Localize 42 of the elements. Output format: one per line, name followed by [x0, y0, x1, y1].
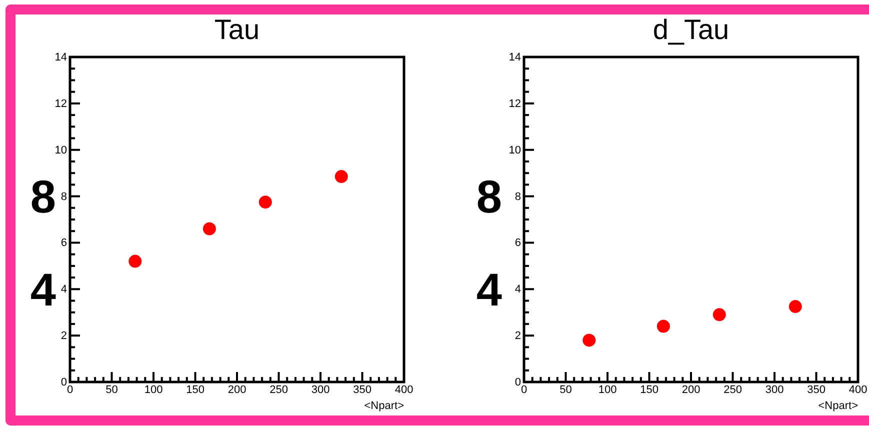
x-tick-label: 300: [311, 384, 330, 396]
point: [656, 320, 670, 333]
point: [788, 300, 802, 314]
y-tick-label: 4: [514, 284, 521, 296]
y-tick-label: 2: [514, 330, 521, 342]
x-tick-label: 250: [724, 384, 742, 396]
y-tick-label: 14: [508, 52, 521, 64]
y-tick-label: 2: [60, 330, 67, 342]
y-tick-label: 8: [60, 190, 67, 203]
x-tick-label: 50: [106, 384, 118, 396]
x-tick-label: 50: [560, 384, 572, 396]
x-tick-label: 100: [144, 384, 163, 396]
chart-title: Tau: [214, 14, 260, 45]
y-tick-label: 8: [514, 190, 521, 203]
x-axis-title: <Npart>: [818, 400, 858, 412]
x-tick-label: 350: [353, 384, 372, 396]
x-tick-label: 200: [228, 384, 246, 396]
x-tick-label: 150: [186, 384, 204, 396]
x-tick-label: 300: [765, 384, 784, 396]
x-tick-label: 200: [682, 384, 700, 396]
y-tick-label: 14: [54, 52, 67, 64]
point: [582, 334, 596, 347]
y-tick-label: 4: [60, 284, 67, 296]
x-tick-label: 100: [598, 384, 617, 396]
point: [128, 254, 142, 268]
point: [334, 170, 348, 184]
y-tick-label: 6: [514, 237, 521, 250]
point: [712, 308, 726, 322]
y-tick-label: 12: [54, 98, 67, 110]
x-axis-title: <Npart>: [364, 400, 404, 412]
y-tick-label: 6: [60, 237, 67, 250]
chart-title: d_Tau: [652, 14, 730, 45]
x-tick-label: 150: [640, 384, 658, 396]
x-tick-label: 400: [848, 384, 868, 396]
point: [258, 196, 272, 209]
x-tick-label: 250: [270, 384, 288, 396]
y-tick-label: 10: [508, 144, 521, 156]
point: [202, 222, 216, 236]
x-tick-label: 400: [394, 384, 414, 396]
x-tick-label: 350: [807, 384, 826, 396]
y-tick-label: 12: [508, 98, 521, 110]
y-tick-label: 10: [54, 144, 67, 156]
